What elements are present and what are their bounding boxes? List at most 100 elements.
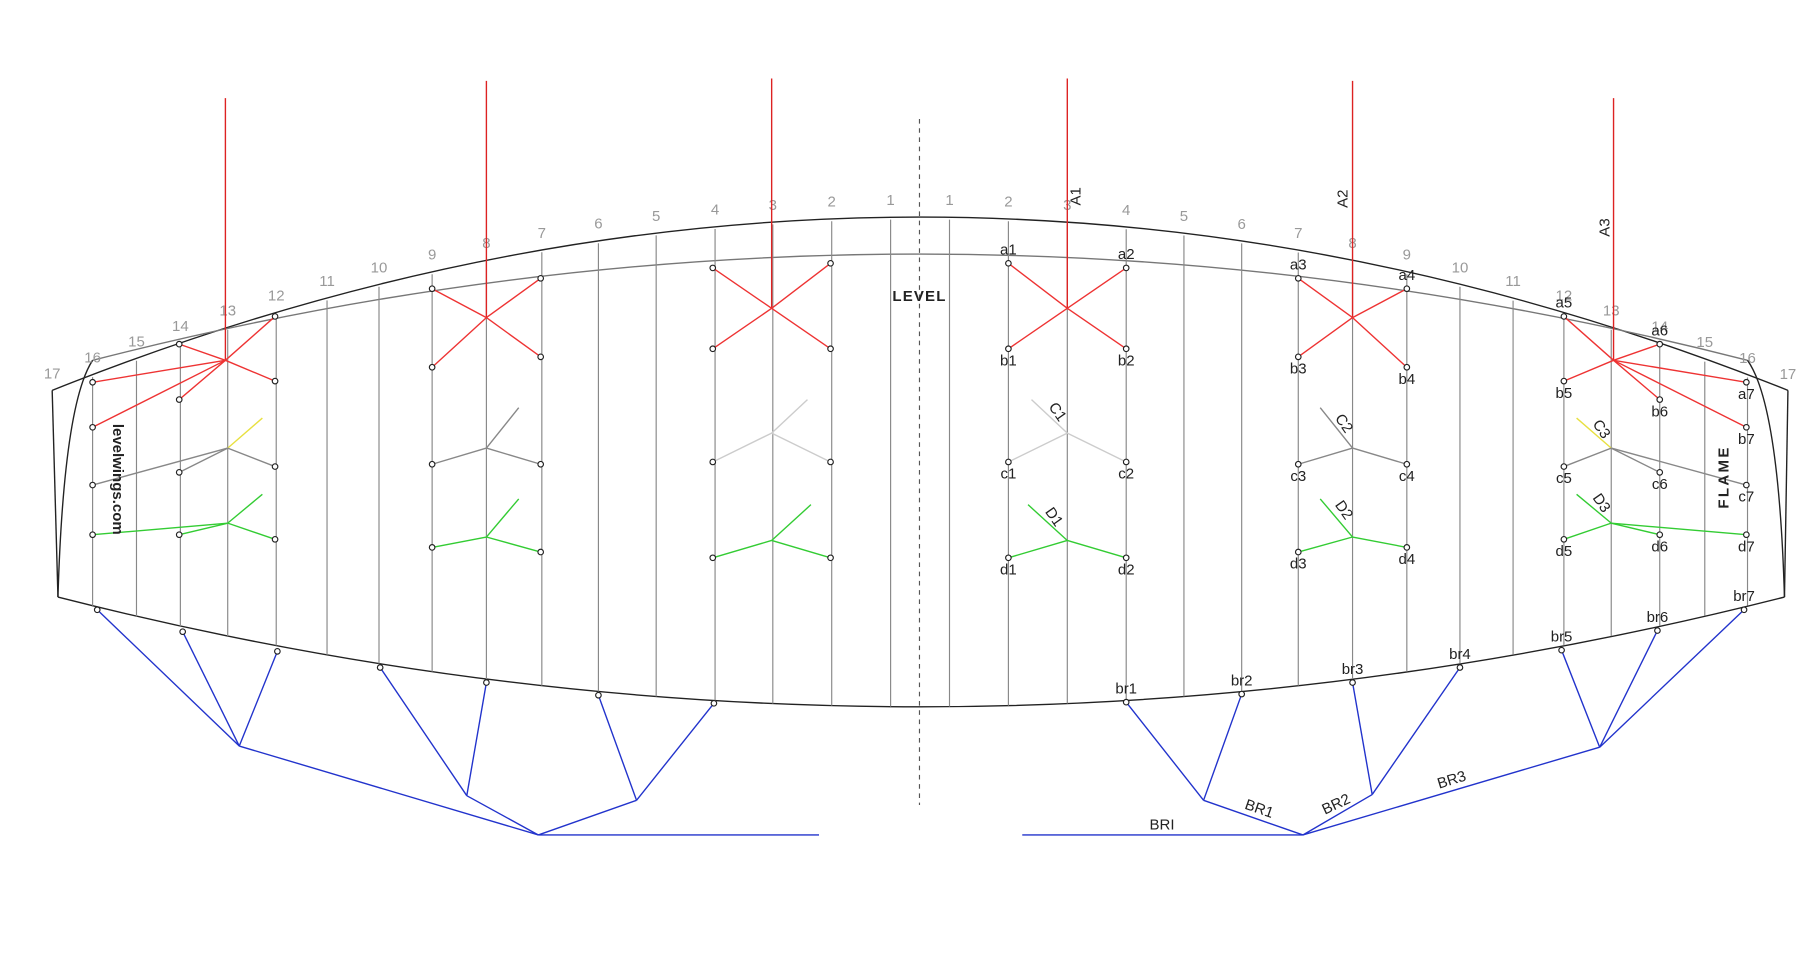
brake-bridle — [96, 609, 240, 747]
attachment-point — [1005, 554, 1012, 562]
d-bridle — [1067, 539, 1127, 559]
point-label: d1 — [1000, 561, 1017, 578]
attachment-point — [710, 699, 718, 707]
attachment-point — [1238, 690, 1246, 698]
brake-bridle — [466, 682, 488, 796]
attachment-point — [1403, 285, 1411, 293]
attachment-point — [827, 458, 834, 466]
attachment-point — [89, 423, 96, 431]
d-bridle — [227, 522, 276, 540]
a-bridle — [771, 262, 831, 309]
attachment-point — [175, 396, 183, 403]
attachment-point — [1403, 544, 1411, 551]
d-bridle — [1611, 522, 1660, 536]
attachment-point — [89, 481, 96, 489]
a-bridle — [1066, 307, 1127, 350]
attachment-point — [1743, 423, 1750, 431]
a-bridle — [1613, 359, 1661, 401]
leading-edge — [51, 216, 1789, 391]
point-label: b3 — [1290, 361, 1307, 378]
d-bridle — [771, 539, 831, 559]
point-label: b7 — [1738, 431, 1755, 448]
attachment-point — [271, 377, 279, 385]
a-bridle — [1352, 288, 1408, 319]
c-bridle — [1610, 447, 1661, 473]
attachment-point — [709, 458, 717, 466]
attachment-point — [1743, 481, 1750, 489]
attachment-point — [1005, 259, 1012, 267]
rib-number: 13 — [1603, 302, 1620, 319]
attachment-point — [1403, 460, 1411, 468]
rib-number: 15 — [1696, 334, 1713, 351]
rib-number: 5 — [1180, 208, 1188, 225]
point-label: c5 — [1556, 470, 1572, 487]
d-bridle — [1611, 522, 1747, 536]
rib-number: 4 — [1122, 202, 1130, 219]
attachment-point — [1743, 531, 1750, 539]
attachment-point — [1403, 363, 1411, 371]
a-bridle — [485, 317, 542, 358]
point-label: a4 — [1398, 267, 1415, 284]
c-bridle — [178, 447, 229, 473]
c-line — [771, 399, 808, 434]
attachment-point — [827, 259, 834, 267]
line-label: C3 — [1589, 417, 1614, 442]
rib-number: 2 — [1004, 194, 1012, 211]
attachment-point — [428, 285, 436, 293]
a-bridle — [178, 359, 226, 401]
point-label: d5 — [1556, 543, 1573, 560]
a-bridle — [712, 307, 773, 350]
point-label: b6 — [1651, 403, 1668, 420]
attachment-point — [537, 548, 545, 556]
attachment-point — [1005, 345, 1012, 353]
model-name: FLAME — [1715, 445, 1732, 508]
attachment-point — [89, 378, 96, 386]
attachment-point — [709, 554, 717, 562]
attachment-point — [1456, 664, 1464, 671]
d-line — [227, 493, 263, 524]
c-bridle — [486, 447, 541, 465]
rib-number: 16 — [1739, 350, 1756, 367]
attachment-point — [1005, 458, 1012, 466]
point-label: br1 — [1115, 680, 1137, 697]
c-line — [227, 417, 263, 449]
a-bridle — [225, 359, 276, 382]
attachment-point — [93, 606, 101, 614]
a-bridle — [1563, 359, 1614, 382]
c-line — [1576, 417, 1612, 449]
attachment-point — [175, 340, 183, 348]
attachment-point — [1294, 353, 1302, 361]
c-line — [1319, 407, 1354, 449]
rib-number: 13 — [219, 302, 236, 319]
point-label: c7 — [1738, 489, 1754, 506]
left-tip — [51, 390, 59, 598]
c-line — [1031, 399, 1068, 434]
rib-number: 12 — [268, 287, 285, 304]
point-label: a3 — [1290, 257, 1307, 274]
line-label: C1 — [1045, 399, 1070, 424]
point-label: a5 — [1556, 295, 1573, 312]
point-label: b4 — [1398, 371, 1415, 388]
attachment-point — [1558, 646, 1565, 654]
point-label: a2 — [1118, 246, 1135, 263]
line-label: BR2 — [1319, 791, 1353, 819]
rib-number: 7 — [538, 225, 546, 242]
brake-cascade — [1302, 746, 1600, 836]
rib-number: 2 — [828, 194, 836, 211]
rib-number: 6 — [1238, 216, 1246, 233]
d-line — [1027, 504, 1068, 541]
attachment-point — [175, 468, 183, 476]
rib-number: 4 — [711, 202, 719, 219]
attachment-point — [271, 313, 279, 320]
rib-number: 5 — [652, 208, 660, 225]
rib-number: 1 — [945, 192, 953, 209]
attachment-point — [537, 274, 545, 282]
rib-number: 3 — [769, 197, 777, 214]
line-label: D3 — [1589, 490, 1614, 515]
attachment-point — [175, 531, 183, 539]
brake-cascade — [538, 799, 637, 836]
attachment-point — [428, 544, 436, 551]
a-bridle — [1066, 267, 1127, 309]
point-label: c6 — [1652, 476, 1668, 493]
